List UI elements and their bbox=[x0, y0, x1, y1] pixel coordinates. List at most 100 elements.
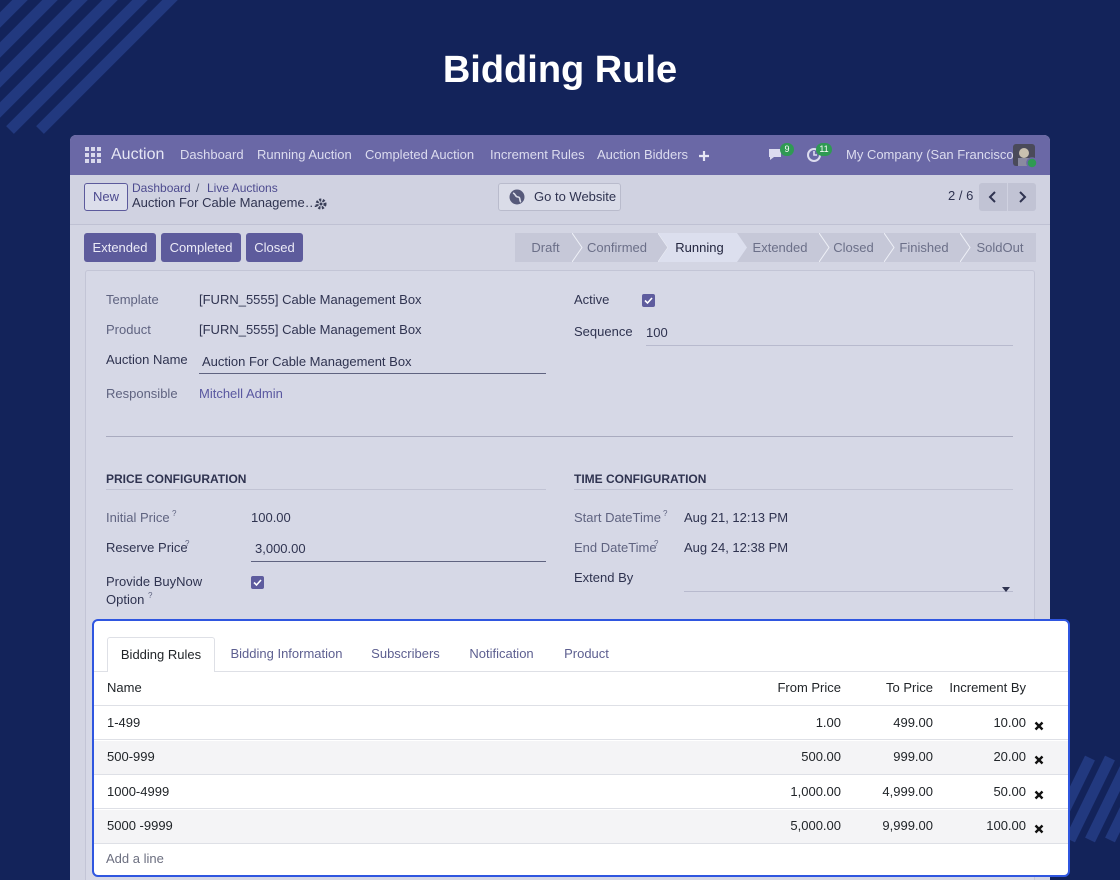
stage[interactable]: Closed bbox=[833, 240, 874, 255]
stage[interactable]: Draft bbox=[531, 240, 560, 255]
table-cell: 100.00 bbox=[986, 818, 1026, 833]
table-row bbox=[94, 775, 1068, 809]
activity-badge: 11 bbox=[816, 143, 832, 156]
table-cell: 20.00 bbox=[993, 749, 1026, 764]
field-label: Initial Price bbox=[106, 510, 170, 525]
delete-row-icon[interactable] bbox=[1034, 821, 1044, 834]
delete-row-icon[interactable] bbox=[1034, 718, 1044, 730]
breadcrumb-separator: / bbox=[196, 181, 200, 195]
stage-divider bbox=[959, 232, 972, 263]
column-header: To Price bbox=[886, 680, 933, 695]
pager-prev[interactable] bbox=[979, 183, 1007, 211]
tab-rule bbox=[94, 671, 1068, 672]
checkbox-svg bbox=[642, 294, 655, 307]
field-label: Extend By bbox=[574, 570, 634, 585]
status-button[interactable]: Closed bbox=[246, 233, 303, 262]
field-value-link[interactable]: Mitchell Admin bbox=[199, 386, 283, 401]
messages-badge: 9 bbox=[780, 143, 794, 156]
delete-row-icon-svg bbox=[1034, 824, 1044, 834]
pager-next[interactable] bbox=[1008, 183, 1036, 211]
globe-icon bbox=[509, 189, 525, 205]
stage[interactable]: Extended bbox=[752, 240, 808, 255]
stage[interactable]: Finished bbox=[899, 240, 949, 255]
column-header: From Price bbox=[777, 680, 841, 695]
stage[interactable]: Running bbox=[658, 233, 747, 262]
chevron-left bbox=[987, 190, 999, 204]
field-value: [FURN_5555] Cable Management Box bbox=[199, 292, 422, 307]
chevron-right bbox=[1016, 190, 1028, 204]
delete-row-icon-svg bbox=[1034, 755, 1044, 765]
section-heading: TIME CONFIGURATION bbox=[574, 472, 707, 486]
table-cell: 999.00 bbox=[893, 749, 933, 764]
website-button-label[interactable]: Go to Website bbox=[534, 189, 617, 204]
gear-icon-svg bbox=[315, 198, 327, 210]
chevron-right-svg bbox=[1019, 191, 1027, 203]
stage[interactable]: SoldOut bbox=[976, 240, 1024, 255]
header-rule bbox=[94, 705, 1068, 706]
add-line-link[interactable]: Add a line bbox=[106, 851, 164, 866]
table-cell: 9,999.00 bbox=[882, 818, 933, 833]
field-label: Active bbox=[574, 292, 610, 307]
checkbox bbox=[642, 294, 655, 307]
select-underline bbox=[684, 591, 1013, 592]
menu-item[interactable]: Auction Bidders bbox=[597, 147, 689, 162]
section-rule bbox=[106, 489, 546, 490]
table-cell: 500-999 bbox=[107, 749, 155, 764]
field-value: Aug 24, 12:38 PM bbox=[684, 540, 789, 555]
table-cell: 500.00 bbox=[801, 749, 841, 764]
breadcrumb-link[interactable]: Live Auctions bbox=[207, 181, 278, 195]
help-marker: ? bbox=[148, 591, 153, 600]
input-underline bbox=[199, 373, 546, 374]
field-input: 100 bbox=[646, 325, 668, 340]
section-rule bbox=[574, 489, 1013, 490]
globe-icon-svg bbox=[509, 189, 525, 205]
field-value: [FURN_5555] Cable Management Box bbox=[199, 322, 422, 337]
delete-row-icon[interactable] bbox=[1034, 752, 1044, 765]
tab[interactable]: Bidding Rules bbox=[107, 637, 215, 672]
stage-divider-svg bbox=[571, 232, 583, 263]
table-cell: 5,000.00 bbox=[790, 818, 841, 833]
stage-divider bbox=[883, 232, 896, 263]
field-label: Option bbox=[106, 592, 145, 607]
tab[interactable]: Bidding Information bbox=[215, 637, 358, 671]
new-button[interactable]: New bbox=[84, 183, 128, 211]
messages-icon-svg bbox=[769, 149, 781, 160]
menu-item[interactable]: Running Auction bbox=[257, 147, 352, 162]
table-cell: 1,000.00 bbox=[790, 783, 841, 799]
delete-row-icon-svg bbox=[1034, 790, 1044, 799]
stage[interactable]: Confirmed bbox=[587, 240, 647, 255]
table-row bbox=[94, 706, 1068, 740]
user-avatar-svg bbox=[1013, 144, 1038, 169]
tab[interactable]: Product bbox=[550, 637, 623, 671]
column-header: Name bbox=[107, 680, 142, 695]
table-cell: 10.00 bbox=[993, 714, 1026, 730]
input-underline bbox=[251, 561, 546, 562]
delete-row-icon[interactable] bbox=[1034, 787, 1044, 799]
company-switcher[interactable]: My Company (San Francisco) bbox=[846, 147, 1018, 162]
stage-divider-svg bbox=[818, 232, 830, 263]
tab[interactable]: Subscribers bbox=[358, 637, 453, 671]
table-cell: 1000-4999 bbox=[107, 783, 170, 799]
field-label: Template bbox=[106, 292, 159, 307]
stage-divider bbox=[571, 232, 584, 263]
field-label: Provide BuyNow bbox=[106, 574, 203, 589]
table-row bbox=[94, 740, 1068, 775]
page-title: Bidding Rule bbox=[442, 49, 678, 91]
field-value: 100.00 bbox=[251, 510, 291, 525]
menu-item[interactable]: Dashboard bbox=[180, 147, 244, 162]
status-button[interactable]: Completed bbox=[161, 233, 241, 262]
breadcrumb-link[interactable]: Dashboard bbox=[132, 181, 191, 195]
help-marker: ? bbox=[654, 539, 659, 548]
menu-item[interactable]: Completed Auction bbox=[365, 147, 475, 162]
help-marker: ? bbox=[185, 539, 190, 548]
user-avatar bbox=[1012, 143, 1038, 169]
menu-item[interactable]: Increment Rules bbox=[490, 147, 585, 162]
new-menu-icon-svg bbox=[699, 151, 709, 161]
app-name[interactable]: Auction bbox=[111, 146, 165, 163]
delete-row-icon-svg bbox=[1034, 721, 1044, 730]
section-heading: PRICE CONFIGURATION bbox=[106, 472, 247, 486]
separator bbox=[106, 436, 1013, 437]
status-button[interactable]: Extended bbox=[84, 233, 156, 262]
tab[interactable]: Notification bbox=[453, 637, 550, 671]
